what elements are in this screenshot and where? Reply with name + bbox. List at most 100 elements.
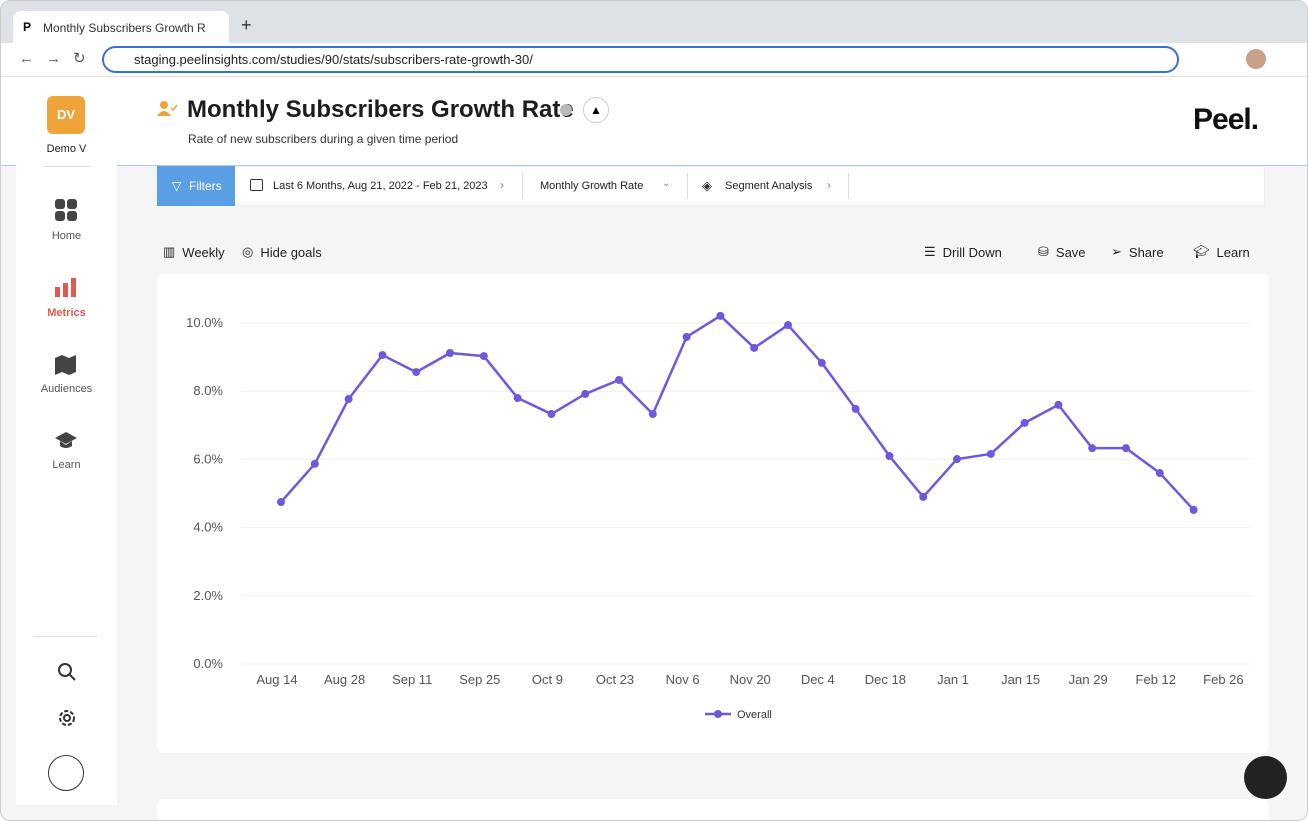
- data-point: [784, 321, 792, 330]
- chart: 0.0% 2.0% 4.0% 6.0% 8.0% 10.0% Aug 14 Aug 28 Sep…: [186, 311, 1251, 721]
- data-point: [885, 451, 894, 460]
- calendar-icon: [250, 179, 263, 191]
- logo: Peel.: [1193, 103, 1259, 136]
- separator: [687, 173, 688, 199]
- date-range[interactable]: Last 6 Months, Aug 21, 2022 - Feb 21, 20…: [273, 180, 488, 192]
- save[interactable]: ⛁ Save: [1038, 244, 1086, 260]
- data-point: [750, 343, 759, 352]
- weekly-toggle[interactable]: ▥ Weekly: [163, 244, 225, 260]
- learn-icon: [55, 432, 77, 448]
- learn[interactable]: 🎓︎ Learn: [1193, 244, 1250, 260]
- user-name: Demo V: [46, 143, 87, 155]
- data-point: [1189, 505, 1198, 514]
- y-tick-label: 6.0%: [193, 451, 223, 466]
- nav-item[interactable]: Audiences: [40, 383, 93, 395]
- x-tick-label: Sep 25: [459, 672, 500, 687]
- icon: ☰: [924, 244, 936, 259]
- profile[interactable]: [1246, 49, 1266, 69]
- data-point: [1020, 418, 1029, 427]
- y-tick-label: 8.0%: [193, 383, 223, 398]
- label: Hide goals: [260, 244, 322, 260]
- data-point: [547, 410, 556, 419]
- info-icon[interactable]: [560, 104, 572, 116]
- chevron: ›: [827, 178, 831, 192]
- x-tick-label: Feb 26: [1203, 672, 1243, 687]
- data-point: [648, 410, 657, 419]
- favicon: P: [23, 20, 32, 34]
- label: Save: [1055, 244, 1086, 260]
- label: Share: [1128, 244, 1164, 260]
- legend-dot: [714, 710, 722, 718]
- next-card: [157, 799, 1269, 820]
- filter-bar: [157, 166, 1265, 206]
- data-point: [1155, 469, 1164, 478]
- series-line: [280, 314, 1195, 511]
- nav-item[interactable]: Home: [51, 230, 82, 242]
- data-point: [615, 375, 623, 384]
- metrics-icon: [55, 278, 76, 297]
- data-point: [1088, 444, 1097, 453]
- filters-button[interactable]: Filters: [157, 166, 235, 206]
- data-point: [446, 349, 454, 358]
- x-tick-label: Nov 6: [666, 672, 700, 687]
- drill-down[interactable]: ☰ Drill Down: [924, 244, 1002, 260]
- new-tab[interactable]: +: [241, 15, 252, 35]
- nav-buttons[interactable]: ←→↻: [19, 50, 98, 67]
- x-tick-label: Oct 23: [596, 672, 634, 687]
- data-point: [412, 368, 421, 377]
- address-bar[interactable]: staging.peelinsights.com/studies/90/stat…: [102, 46, 1179, 73]
- y-tick-label: 4.0%: [193, 520, 223, 535]
- x-tick-label: Aug 28: [324, 672, 365, 687]
- layers-icon: ◈: [702, 178, 712, 193]
- x-tick-label: Nov 20: [730, 672, 771, 687]
- chevron: ›: [500, 178, 504, 192]
- label: Drill Down: [942, 244, 1002, 260]
- title-icon: [157, 101, 178, 116]
- user-avatar[interactable]: [48, 755, 84, 791]
- data-point: [378, 351, 387, 360]
- page-title: Monthly Subscribers Growth Rate: [187, 96, 574, 123]
- divider: [43, 166, 91, 167]
- y-tick-label: 2.0%: [193, 588, 223, 603]
- search-icon[interactable]: [57, 662, 77, 682]
- data-point: [986, 449, 995, 458]
- data-point: [919, 492, 928, 501]
- data-point: [953, 455, 961, 464]
- nav-item[interactable]: Learn: [52, 459, 81, 471]
- share[interactable]: ➢ Share: [1111, 244, 1164, 260]
- tab-title: Monthly Subscribers Growth R: [43, 21, 206, 35]
- icon: ⛁: [1038, 244, 1049, 259]
- data-point: [1122, 444, 1130, 453]
- data-point: [682, 332, 691, 341]
- x-tick-label: Jan 1: [937, 672, 969, 687]
- data-point: [1054, 400, 1063, 409]
- avatar[interactable]: DV: [47, 96, 85, 134]
- goals-toggle[interactable]: ◎ Hide goals: [242, 244, 322, 260]
- data-point: [344, 395, 353, 404]
- chat-button[interactable]: [1244, 756, 1287, 799]
- legend-label: Overall: [737, 709, 772, 721]
- x-tick-label: Feb 12: [1136, 672, 1176, 687]
- data-point: [310, 459, 319, 468]
- subtitle: Rate of new subscribers during a given t…: [188, 132, 459, 146]
- nav-item[interactable]: Metrics: [47, 307, 86, 319]
- x-tick-label: Aug 14: [256, 672, 297, 687]
- x-tick-label: Jan 29: [1069, 672, 1108, 687]
- x-tick-label: Sep 11: [392, 672, 432, 687]
- url: staging.peelinsights.com/studies/90/stat…: [134, 52, 533, 67]
- chart-card: [157, 274, 1269, 753]
- segment-select[interactable]: Segment Analysis: [725, 180, 813, 192]
- data-point: [716, 311, 725, 320]
- tab[interactable]: Monthly Subscribers Growth R: [13, 11, 229, 43]
- data-point: [479, 352, 488, 361]
- settings-icon[interactable]: [57, 708, 77, 728]
- data-point: [581, 389, 590, 398]
- chevron: ⌄: [662, 178, 671, 189]
- badge[interactable]: ▲: [583, 97, 609, 123]
- y-tick-label: 10.0%: [186, 315, 223, 330]
- icon: ◎: [242, 244, 254, 259]
- metric-select[interactable]: Monthly Growth Rate: [540, 180, 644, 192]
- x-tick-label: Jan 15: [1001, 672, 1040, 687]
- icon: ➢: [1111, 244, 1122, 259]
